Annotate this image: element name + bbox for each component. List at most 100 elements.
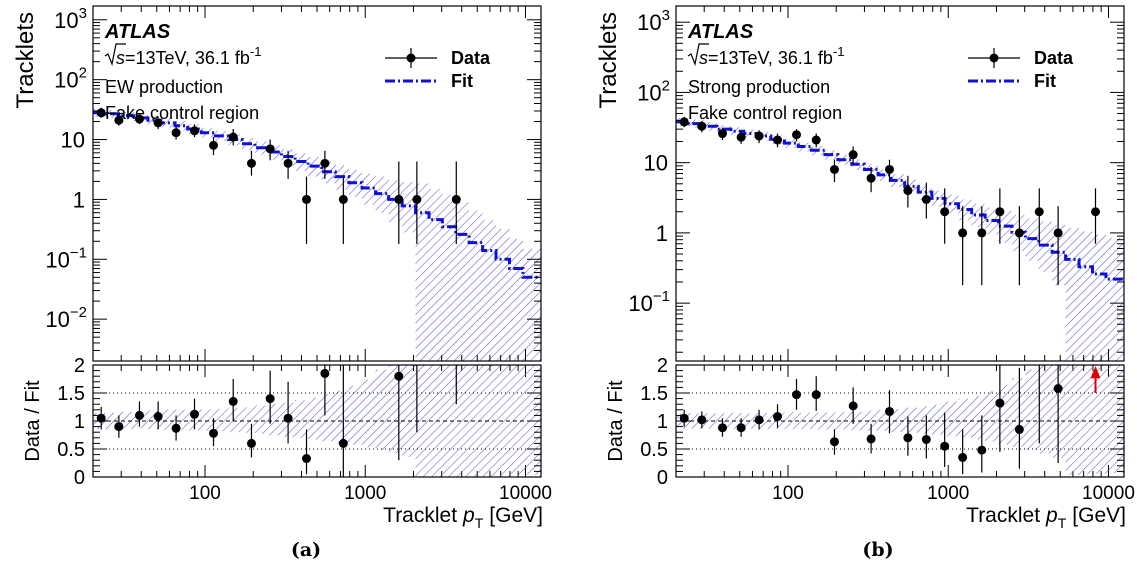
- fit-line: [93, 111, 541, 279]
- sqrt-s-var: s: [699, 48, 708, 68]
- data-point: [885, 164, 895, 174]
- energy-text: =13TeV, 36.1 fb: [125, 48, 250, 68]
- data-point: [679, 117, 689, 127]
- ratio-overflow-arrow-head: [1090, 366, 1101, 379]
- data-point: [209, 140, 219, 150]
- x-tick-label: 1000: [344, 483, 386, 504]
- process-label: Strong production: [688, 77, 830, 97]
- y-tick-mantissa: 10: [45, 307, 69, 332]
- data-point: [811, 135, 821, 145]
- x-tick-label: 10000: [499, 483, 552, 504]
- y-tick-mantissa: 10: [637, 10, 661, 35]
- region-label: Fake control region: [105, 103, 259, 123]
- y-tick-label: 102: [54, 65, 87, 93]
- region-label: Fake control region: [688, 103, 842, 123]
- data-point: [190, 126, 200, 136]
- data-point: [394, 194, 404, 204]
- data-point: [320, 158, 330, 168]
- y-tick-mantissa: 10: [45, 247, 69, 272]
- data-point: [246, 158, 256, 168]
- data-point: [412, 194, 422, 204]
- y-tick-label: 10: [644, 151, 668, 176]
- ratio-point: [848, 401, 858, 411]
- ratio-point: [679, 413, 689, 423]
- ratio-point: [885, 406, 895, 416]
- ratio-point: [114, 422, 124, 432]
- legend-data-label: Data: [1034, 48, 1074, 68]
- x-title-main: Tracklet: [966, 504, 1040, 527]
- x-title-sub: T: [1058, 515, 1067, 531]
- ratio-y-tick-label: 1.5: [640, 383, 668, 405]
- ratio-point: [829, 437, 839, 447]
- ratio-point: [338, 438, 348, 448]
- sqrt-s-var: s: [116, 48, 125, 68]
- x-title-main: Tracklet: [383, 504, 457, 527]
- data-point: [977, 228, 987, 238]
- y-tick-mantissa: 1: [73, 187, 85, 212]
- ratio-point: [171, 423, 181, 433]
- y-tick-exponent: 2: [79, 65, 87, 82]
- y-tick-exponent: −1: [653, 288, 670, 305]
- ratio-y-tick-label: 0: [74, 467, 85, 489]
- ratio-point: [246, 438, 256, 448]
- x-tick-label: 100: [772, 483, 804, 504]
- y-tick-mantissa: 10: [54, 8, 78, 33]
- data-point: [866, 173, 876, 183]
- data-point: [171, 128, 181, 138]
- data-point: [773, 135, 783, 145]
- ratio-point: [940, 441, 950, 451]
- y-tick-label: 103: [637, 7, 670, 35]
- y-tick-label: 10: [61, 128, 85, 153]
- ratio-point: [977, 445, 987, 455]
- x-tick-label: 1000: [927, 483, 969, 504]
- y-axis-title: Tracklets: [595, 12, 622, 108]
- x-title-unit: [GeV]: [489, 504, 543, 527]
- ratio-y-tick-label: 0.5: [57, 439, 85, 461]
- lumi-exponent: -1: [250, 44, 262, 59]
- y-tick-mantissa: 10: [61, 128, 85, 153]
- ratio-point: [209, 428, 219, 438]
- y-tick-label: 10−2: [45, 304, 87, 332]
- ratio-point: [717, 423, 727, 433]
- ratio-point: [736, 423, 746, 433]
- energy-text: =13TeV, 36.1 fb: [708, 48, 833, 68]
- ratio-y-tick-label: 1.5: [57, 383, 85, 405]
- fit-uncertainty-band: [93, 109, 541, 361]
- data-point: [1053, 228, 1063, 238]
- data-point: [114, 115, 124, 125]
- data-point: [153, 118, 163, 128]
- ratio-point: [958, 452, 968, 462]
- y-axis-title: Tracklets: [12, 12, 39, 108]
- x-tick-label: 100: [189, 483, 221, 504]
- x-title-var: p: [1045, 504, 1058, 527]
- data-point: [995, 207, 1005, 217]
- data-point: [1014, 228, 1024, 238]
- data-point: [921, 194, 931, 204]
- ratio-point: [153, 412, 163, 422]
- data-point: [717, 129, 727, 139]
- y-tick-exponent: −2: [70, 304, 87, 321]
- data-point: [697, 121, 707, 131]
- figure-caption: (a): [291, 539, 321, 561]
- process-label: EW production: [105, 77, 223, 97]
- y-tick-mantissa: 10: [628, 291, 652, 316]
- data-point: [848, 150, 858, 160]
- fit-uncertainty-band: [676, 118, 1124, 361]
- data-point: [228, 132, 238, 142]
- data-point: [792, 130, 802, 140]
- energy-lumi-label: s=13TeV, 36.1 fb-1: [116, 44, 262, 68]
- data-point: [283, 158, 293, 168]
- ratio-point: [283, 413, 293, 423]
- y-tick-exponent: 3: [662, 7, 670, 24]
- data-point: [1091, 207, 1101, 217]
- x-title-unit: [GeV]: [1072, 504, 1126, 527]
- x-axis-title: Tracklet pT [GeV]: [966, 504, 1126, 531]
- ratio-point: [190, 409, 200, 419]
- ratio-point: [1053, 384, 1063, 394]
- ratio-point: [96, 413, 106, 423]
- sqrt-symbol: [687, 43, 709, 67]
- y-tick-mantissa: 10: [637, 80, 661, 105]
- y-tick-exponent: −1: [70, 244, 87, 261]
- ratio-y-tick-label: 2: [657, 355, 668, 377]
